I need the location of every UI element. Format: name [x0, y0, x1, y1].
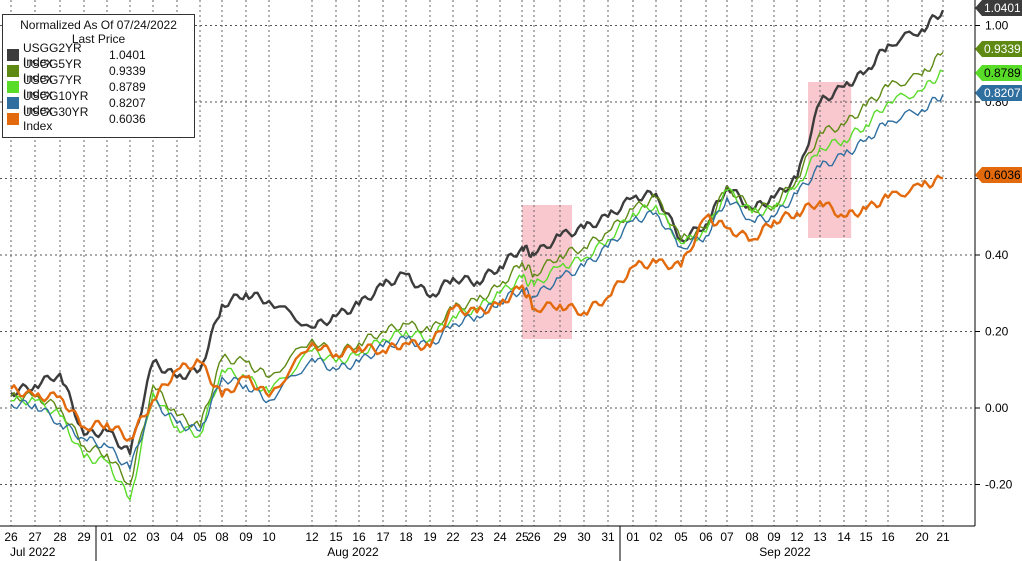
legend-series-name: USGG2YR Index: [23, 41, 82, 69]
series-line: [10, 174, 944, 442]
x-tick-label: 07: [720, 530, 734, 544]
highlight-region: [808, 82, 852, 238]
series-line: [10, 51, 944, 486]
legend-series-name: USGG7YR Index: [23, 73, 82, 101]
legend-series-name: USGG10YR Index: [23, 89, 89, 117]
legend-entry: USGG30YR Index 0.6036: [3, 105, 194, 133]
legend-series-name: USGG30YR Index: [23, 105, 89, 133]
x-tick-labels: 26 27 28 29 01 02 03 04 05 08 09 10 12 15 16 17 18 19 22 23…: [4, 530, 950, 544]
x-tick-label: 12: [790, 530, 804, 544]
series-end-label: 0.8207: [984, 86, 1021, 100]
legend-series-value: 0.9339: [109, 64, 146, 78]
legend-series-name: USGG5YR Index: [23, 57, 82, 85]
legend-swatch: [7, 97, 19, 109]
series-line: [10, 69, 944, 501]
legend-swatch: [7, 81, 19, 93]
month-labels: Jul 2022 Aug 2022 Sep 2022: [10, 545, 811, 559]
x-tick-label: 27: [28, 530, 42, 544]
series-end-label-bg: [975, 65, 1022, 81]
x-tick-label: 09: [767, 530, 781, 544]
legend-series-value: 1.0401: [109, 48, 146, 62]
x-tick-label: 30: [577, 530, 591, 544]
x-tick-label: 29: [553, 530, 567, 544]
x-tick-label: 29: [77, 530, 91, 544]
month-label: Jul 2022: [10, 545, 56, 559]
x-tick-label: 28: [53, 530, 67, 544]
series-end-label-bg: [975, 85, 1022, 101]
series-end-label: 0.9339: [984, 42, 1021, 56]
axes: [0, 0, 980, 561]
legend-subheader: Last Price: [71, 32, 126, 46]
x-tick-label: 31: [601, 530, 615, 544]
x-tick-label: 19: [423, 530, 437, 544]
series-end-label: 0.8789: [984, 66, 1021, 80]
x-tick-label: 06: [699, 530, 713, 544]
y-tick-label: -0.20: [985, 478, 1013, 492]
x-tick-label: 22: [446, 530, 460, 544]
x-tick-label: 08: [745, 530, 759, 544]
x-tick-label: 08: [215, 530, 229, 544]
series-line: [10, 94, 944, 470]
legend-entry: USGG7YR Index 0.8789: [3, 73, 194, 101]
series-end-labels: 1.0401 0.9339 0.8789 0.8207 0.6036: [975, 0, 1022, 183]
x-tick-label: 12: [305, 530, 319, 544]
series-lines: [10, 9, 945, 501]
x-tick-label: 21: [936, 530, 950, 544]
x-tick-label: 02: [123, 530, 137, 544]
x-tick-label: 03: [146, 530, 160, 544]
legend-entry: USGG10YR Index 0.8207: [3, 89, 194, 117]
x-tick-label: 13: [813, 530, 827, 544]
y-tick-label: 1.00: [985, 19, 1009, 33]
x-tick-label: 15: [859, 530, 873, 544]
highlight-region: [522, 205, 572, 339]
legend-entry: USGG2YR Index 1.0401: [3, 41, 194, 69]
series-end-label-bg: [975, 41, 1022, 57]
x-tick-label: 20: [915, 530, 929, 544]
month-label: Aug 2022: [327, 545, 379, 559]
x-tick-label: 17: [376, 530, 390, 544]
series-line: [10, 9, 945, 456]
month-label: Sep 2022: [759, 545, 811, 559]
series-end-label: 0.6036: [984, 168, 1021, 182]
x-tick-label: 04: [170, 530, 184, 544]
y-tick-label: 0.00: [985, 401, 1009, 415]
x-tick-label: 05: [674, 530, 688, 544]
legend-header: Normalized As Of 07/24/2022: [20, 18, 177, 32]
x-tick-label: 26: [527, 530, 541, 544]
x-tick-label: 14: [837, 530, 851, 544]
x-tick-label: 01: [100, 530, 114, 544]
x-tick-label: 15: [329, 530, 343, 544]
x-tick-label: 24: [493, 530, 507, 544]
x-tick-label: 10: [262, 530, 276, 544]
x-tick-label: 09: [239, 530, 253, 544]
legend: Normalized As Of 07/24/2022 Last Price U…: [2, 14, 195, 138]
x-tick-label: 16: [881, 530, 895, 544]
x-tick-label: 16: [352, 530, 366, 544]
series-end-label: 1.0401: [984, 1, 1021, 15]
legend-series-value: 0.6036: [109, 112, 146, 126]
x-tick-label: 05: [193, 530, 207, 544]
x-tick-label: 01: [626, 530, 640, 544]
x-tick-label: 18: [399, 530, 413, 544]
x-tick-label: 25: [515, 530, 529, 544]
legend-swatch: [7, 65, 19, 77]
legend-series-value: 0.8207: [109, 96, 146, 110]
series-end-label-bg: [975, 167, 1022, 183]
legend-swatch: [7, 113, 19, 125]
legend-series-value: 0.8789: [109, 80, 146, 94]
legend-entry: USGG5YR Index 0.9339: [3, 57, 194, 85]
x-tick-label: 23: [470, 530, 484, 544]
x-tick-label: 02: [649, 530, 663, 544]
legend-swatch: [7, 49, 19, 61]
series-end-label-bg: [975, 0, 1022, 16]
y-tick-label: 0.20: [985, 325, 1009, 339]
x-tick-label: 26: [4, 530, 18, 544]
y-tick-label: 0.40: [985, 248, 1009, 262]
